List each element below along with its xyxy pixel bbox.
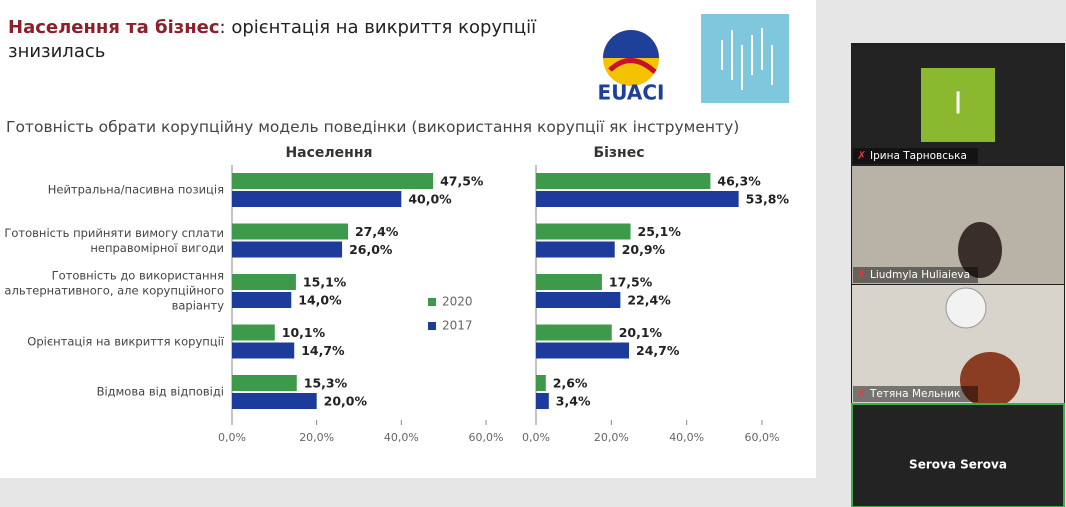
bar [232,223,348,240]
value-label: 3,4% [556,394,591,409]
value-label: 22,4% [627,293,671,308]
bar [232,292,292,308]
mic-muted-icon: ✗ [857,268,866,281]
value-label: 40,0% [408,192,452,207]
chart-title: Бізнес [593,145,644,161]
mic-muted-icon: ✗ [857,387,866,400]
value-label: 27,4% [355,224,399,239]
bar [232,241,343,258]
value-label: 46,3% [717,174,761,189]
x-tick-label: 40,0% [384,431,419,444]
x-tick-label: 40,0% [669,431,704,444]
legend-label: 2017 [442,319,473,333]
x-tick-label: 60,0% [745,431,780,444]
clock [945,287,987,329]
value-label: 14,7% [301,343,345,358]
subtitle: Готовність обрати корупційну модель пове… [6,118,740,136]
bar [232,375,297,391]
slide-title: Населення та бізнес: орієнтація на викри… [8,16,568,64]
bar [536,223,631,240]
participant-name: Liudmyla Huliaieva [870,269,970,281]
value-label: 53,8% [746,192,790,207]
value-label: 2,6% [553,376,588,391]
value-label: 15,3% [304,376,348,391]
bar [232,393,317,409]
bar [232,342,295,359]
participant-name: Serova Serova [909,458,1007,472]
participant-name: Тетяна Мельник [869,388,960,400]
bar [536,274,602,290]
bar [536,292,621,308]
value-label: 20,0% [324,394,368,409]
value-label: 26,0% [349,242,393,257]
mic-muted-icon: ✗ [857,149,866,162]
slide [0,0,816,478]
legend-label: 2020 [442,295,473,309]
category-label: Готовність до використання альтернативно… [4,268,224,313]
chart-title: Населення [285,145,372,161]
value-label: 25,1% [638,224,682,239]
person [960,352,1020,408]
bar [232,274,296,290]
legend-swatch [428,322,436,330]
bar [232,173,434,189]
bar [536,342,630,359]
participant-name: Ірина Тарновська [870,150,967,162]
category-label: Відмова від відповіді [96,384,224,399]
x-tick-label: 20,0% [594,431,629,444]
legend-swatch [428,298,436,306]
value-label: 20,1% [619,325,663,340]
value-label: 17,5% [609,275,653,290]
video-tile-active [851,403,1065,507]
bar [536,375,546,391]
x-tick-label: 20,0% [299,431,334,444]
bar [536,191,739,207]
avatar [921,68,995,142]
value-label: 24,7% [636,343,680,358]
value-label: 14,0% [298,293,342,308]
bar [536,393,549,409]
title-bold: Населення та бізнес [8,17,220,38]
value-label: 20,9% [622,242,666,257]
value-label: 15,1% [303,275,347,290]
logo-square [701,14,789,103]
person [958,222,1002,278]
bar [232,324,275,341]
category-label: Готовність прийняти вимогу сплати неправ… [4,225,224,255]
name-tag [853,386,978,402]
avatar-initial: I [954,87,963,122]
x-tick-label: 0,0% [522,431,550,444]
name-tag [853,148,978,164]
value-label: 10,1% [282,325,326,340]
title-rest: : орієнтація на викриття корупції знизил… [8,17,537,62]
bar [232,191,402,207]
name-tag [853,267,978,283]
value-label: 47,5% [440,174,484,189]
category-label: Нейтральна/пасивна позиція [47,182,224,197]
x-tick-label: 60,0% [469,431,504,444]
video-tile [852,166,1064,284]
bar [536,324,612,341]
logo-lines [721,28,773,90]
bar [536,241,615,258]
logo-euaci: EUACI [598,30,665,105]
category-label: Орієнтація на викриття корупції [27,334,224,348]
logo-text: EUACI [598,81,665,105]
x-tick-label: 0,0% [218,431,246,444]
bar [536,173,711,189]
